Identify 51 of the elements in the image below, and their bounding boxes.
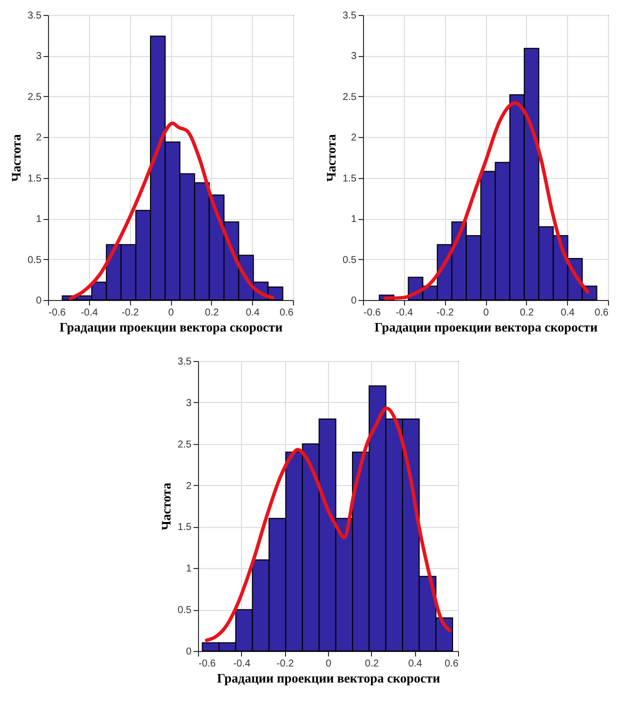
y-tick-label: 0: [186, 646, 192, 658]
x-tick-label: -0.2: [436, 308, 454, 318]
y-tick-label: 2: [186, 480, 192, 492]
y-tick-label: 1: [186, 564, 192, 575]
x-tick-label: 0.2: [364, 658, 380, 670]
y-tick-label: 1.5: [178, 522, 192, 534]
x-tick-label: -0.6: [364, 308, 382, 318]
y-axis-title: Частота: [158, 482, 174, 530]
y-tick-label: 3.5: [178, 356, 192, 368]
y-tick-label: 3: [186, 398, 192, 409]
x-tick-label: -0.4: [396, 308, 414, 318]
y-tick-label: 2: [36, 132, 42, 144]
y-tick-label: 0.5: [28, 254, 42, 266]
x-tick-label: -0.4: [80, 308, 98, 318]
y-tick-label: 3: [350, 51, 357, 62]
x-axis-title: Градации проекции вектора скорости: [374, 320, 598, 334]
y-tick-label: 2.5: [178, 439, 192, 450]
x-axis-title: Градации проекции вектора скорости: [216, 670, 441, 686]
y-tick-label: 2.5: [28, 92, 42, 103]
x-tick-label: -0.6: [48, 308, 66, 318]
y-axis-title: Частота: [324, 134, 339, 182]
y-tick-label: 1.5: [342, 173, 357, 184]
x-tick-label: -0.2: [276, 658, 294, 670]
x-tick-label: 0.6: [594, 308, 609, 318]
x-tick-label: 0.4: [560, 308, 576, 318]
x-tick-label: 0.4: [408, 658, 423, 670]
y-tick-label: 1.5: [28, 173, 42, 184]
x-tick-label: 0.6: [280, 308, 294, 318]
y-tick-label: 0.5: [342, 254, 357, 266]
y-tick-label: 3: [36, 51, 42, 62]
x-tick-label: 0: [168, 308, 174, 318]
x-tick-label: -0.4: [233, 658, 251, 670]
y-tick-label: 2: [350, 132, 357, 144]
y-tick-label: 1: [350, 214, 357, 226]
y-tick-label: 0.5: [178, 605, 192, 616]
y-tick-label: 1: [36, 214, 42, 226]
x-axis-title: Градации проекции вектора скорости: [59, 320, 284, 334]
x-tick-label: 0: [483, 308, 490, 318]
x-tick-label: 0: [326, 658, 332, 670]
x-tick-label: 0.2: [204, 308, 220, 318]
x-tick-label: 0.6: [444, 658, 459, 670]
y-tick-label: 3.5: [342, 10, 357, 22]
x-tick-label: -0.2: [122, 308, 140, 318]
y-tick-label: 2.5: [342, 92, 357, 103]
y-tick-label: 3.5: [28, 10, 42, 22]
y-axis-title: Частота: [8, 134, 24, 182]
y-tick-label: 0: [36, 296, 42, 306]
x-tick-label: 0.2: [520, 308, 534, 318]
x-tick-label: 0.4: [246, 308, 260, 318]
y-tick-label: 0: [350, 296, 357, 306]
x-tick-label: -0.6: [198, 658, 216, 670]
